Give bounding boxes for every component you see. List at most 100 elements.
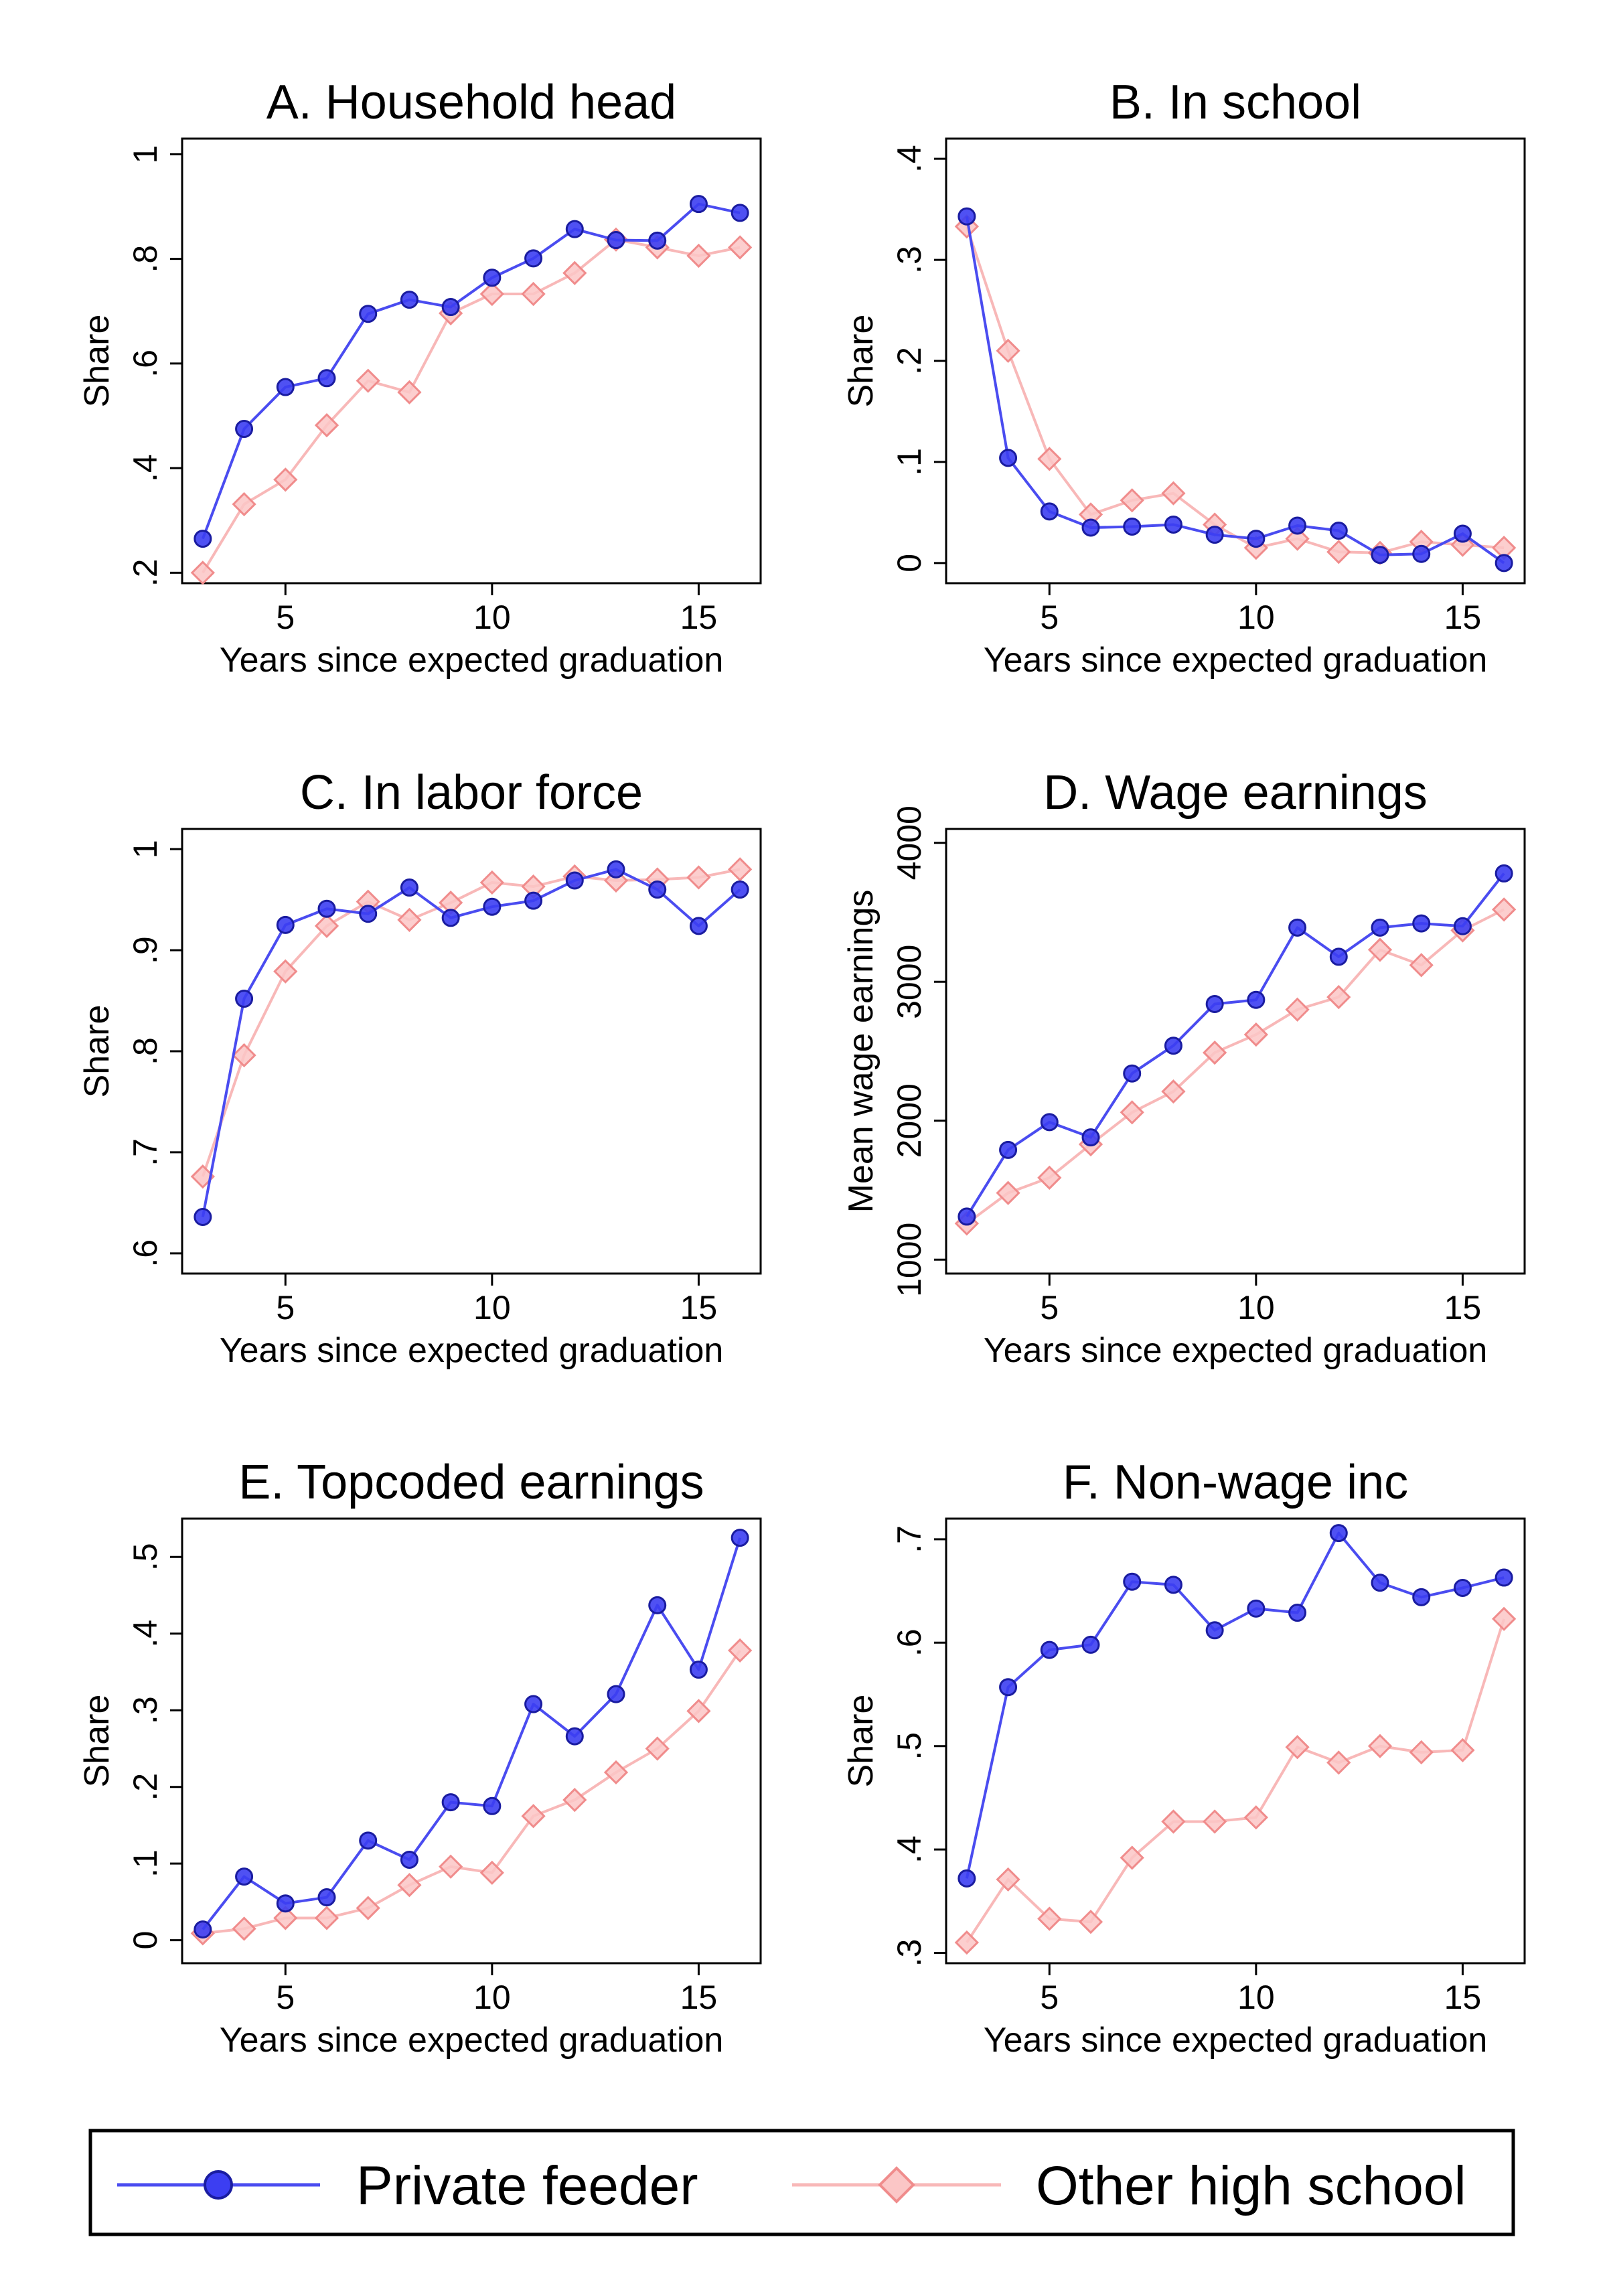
y-tick-label: .2 (127, 1773, 164, 1801)
x-axis-label: Years since expected graduation (220, 2021, 724, 2060)
x-axis-label: Years since expected graduation (984, 1331, 1488, 1370)
x-tick-label: 15 (1444, 1289, 1482, 1326)
legend-label-private-feeder: Private feeder (356, 2155, 698, 2216)
data-point (1453, 1578, 1472, 1597)
panel-1: A. Household head 5 10 15 .2 .4 .6 .8 1 Years sin… (78, 76, 762, 680)
y-tick-label: .2 (891, 347, 928, 375)
data-point (1205, 1621, 1224, 1640)
data-point (194, 1920, 212, 1939)
data-point (686, 1699, 711, 1724)
data-point (565, 1727, 584, 1746)
data-point (999, 1140, 1018, 1159)
data-point (648, 231, 667, 250)
data-point (1371, 546, 1389, 564)
data-point (400, 291, 418, 309)
series-private-feeder (958, 864, 1513, 1226)
data-point (1326, 540, 1351, 564)
data-point (194, 530, 212, 548)
data-point (562, 260, 587, 285)
y-tick-label: .3 (127, 1696, 164, 1724)
x-tick-label: 15 (1444, 1979, 1482, 2016)
data-point (1409, 953, 1434, 978)
data-point (996, 1180, 1020, 1205)
y-tick-label: .4 (127, 1620, 164, 1648)
panel-3: C. In labor force 5 10 15 .6 .7 .8 .9 1 Years sin… (78, 766, 762, 1370)
series-other-high-school (954, 1606, 1517, 1955)
data-point (645, 1736, 670, 1761)
data-point (400, 1850, 418, 1869)
y-tick-label: .8 (127, 245, 164, 273)
y-tick-label: .3 (891, 246, 928, 274)
data-point (190, 560, 215, 585)
plot-frame (945, 828, 1526, 1275)
data-point (562, 1788, 587, 1813)
x-tick-label: 5 (1040, 1289, 1059, 1326)
x-tick-label: 10 (473, 599, 511, 636)
panel-2: B. In school 5 10 15 0 .1 .2 .3 .4 Years since ex… (842, 76, 1526, 680)
y-tick-label: .8 (127, 1037, 164, 1065)
data-point (1203, 1040, 1227, 1065)
data-point (1412, 914, 1431, 933)
x-tick-label: 10 (473, 1289, 511, 1326)
data-point (1243, 1022, 1268, 1047)
data-point (314, 1906, 339, 1930)
legend-marker-other-high-school (878, 2166, 915, 2204)
data-point (356, 368, 380, 393)
data-point (1285, 1735, 1310, 1760)
data-point (689, 917, 708, 935)
data-point (483, 1796, 502, 1815)
data-point (483, 897, 502, 916)
data-point (317, 1888, 336, 1907)
data-point (1288, 516, 1307, 535)
data-point (1040, 502, 1059, 521)
y-tick-label: .3 (891, 1939, 928, 1967)
data-point (1329, 1524, 1348, 1543)
data-point (999, 449, 1018, 467)
series-private-feeder (958, 1524, 1513, 1888)
y-tick-label: .2 (127, 559, 164, 587)
y-tick-label: 1 (127, 145, 164, 164)
data-point (1285, 526, 1310, 551)
data-point (728, 235, 753, 260)
data-point (521, 281, 546, 307)
data-point (314, 913, 339, 938)
data-point (359, 1831, 378, 1850)
data-point (689, 1661, 708, 1679)
y-tick-label: .4 (127, 454, 164, 482)
data-point (1367, 1734, 1393, 1758)
data-point (524, 891, 543, 910)
y-axis-label: Mean wage earnings (842, 890, 881, 1213)
data-point (1037, 1165, 1062, 1190)
y-tick-label: .5 (891, 1732, 928, 1760)
panel-title: D. Wage earnings (1043, 766, 1428, 820)
data-point (273, 1906, 298, 1930)
data-point (235, 1867, 254, 1886)
data-point (439, 1854, 463, 1879)
data-point (1326, 1750, 1351, 1775)
x-axis-label: Years since expected graduation (220, 1331, 724, 1370)
data-point (524, 1695, 543, 1713)
series-other-high-school (190, 1638, 753, 1946)
data-point (607, 231, 625, 250)
data-point (1453, 524, 1472, 543)
y-tick-label: .9 (127, 936, 164, 964)
x-tick-label: 15 (680, 1289, 718, 1326)
data-point (1081, 518, 1100, 537)
data-point (1285, 997, 1310, 1022)
data-point (958, 1869, 976, 1888)
y-axis-label: Share (78, 315, 117, 408)
plot-frame (181, 137, 762, 585)
y-tick-label: .7 (127, 1138, 164, 1166)
x-tick-label: 10 (1237, 1979, 1275, 2016)
data-point (1081, 1128, 1100, 1147)
series-private-feeder (194, 195, 749, 548)
x-axis-label: Years since expected graduation (220, 641, 724, 680)
data-point (359, 305, 378, 323)
y-axis-label: Share (842, 315, 881, 408)
panel-title: C. In labor force (300, 766, 643, 820)
data-point (996, 1867, 1020, 1892)
data-point (1040, 1640, 1059, 1659)
y-tick-label: .7 (891, 1525, 928, 1553)
